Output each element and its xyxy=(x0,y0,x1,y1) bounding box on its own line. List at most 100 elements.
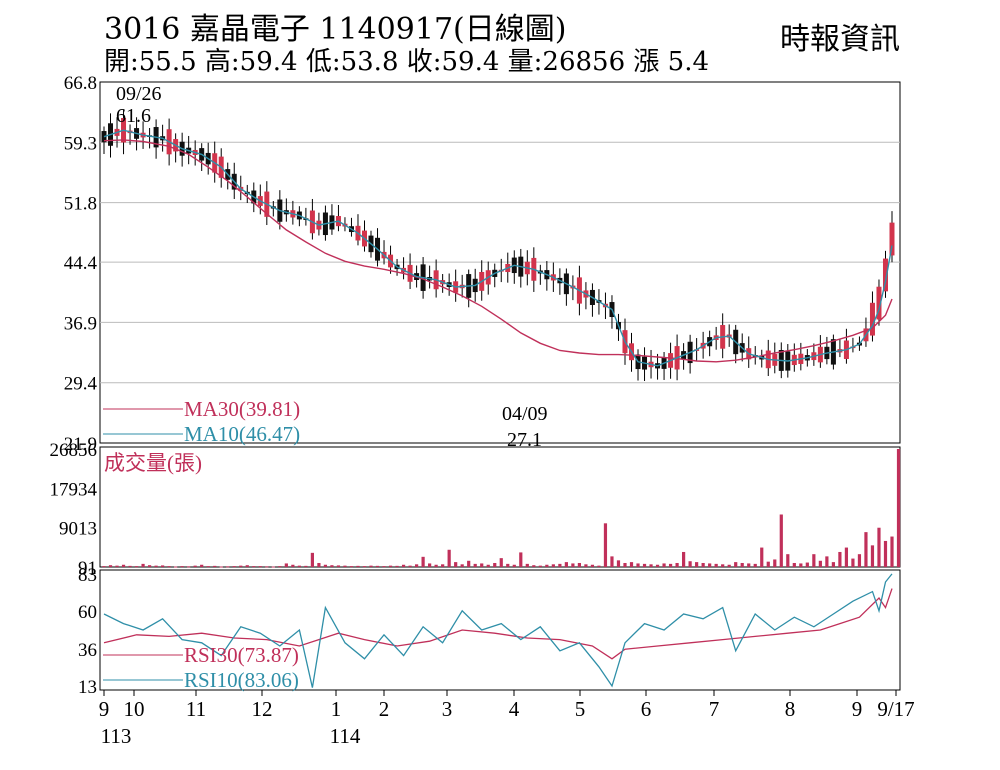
volume-bar xyxy=(147,565,152,567)
volume-bar xyxy=(388,565,393,567)
volume-bar xyxy=(655,564,660,567)
volume-tick-label: 91 xyxy=(78,558,97,579)
rsi-tick-label: 83 xyxy=(78,565,97,586)
annotation-low-date: 04/09 xyxy=(502,403,548,425)
month-tick-label: 9/17 xyxy=(877,697,914,721)
rsi-tick-label: 60 xyxy=(78,602,97,623)
ma30-line xyxy=(103,139,893,363)
volume-bar xyxy=(623,562,627,567)
annotation-high-date: 09/26 xyxy=(116,83,162,105)
price-tick-label: 44.4 xyxy=(64,253,98,274)
volume-bar xyxy=(610,556,614,567)
volume-bar xyxy=(812,554,816,567)
volume-bar xyxy=(551,564,555,567)
volume-bar xyxy=(662,563,666,567)
volume-bar xyxy=(265,566,269,568)
volume-bar xyxy=(460,564,464,567)
month-tick-label: 7 xyxy=(709,697,720,721)
volume-bar xyxy=(805,562,809,567)
ma10-line xyxy=(103,129,893,367)
volume-bar xyxy=(766,561,770,567)
volume-bar xyxy=(584,564,588,567)
month-tick-label: 3 xyxy=(442,697,453,721)
volume-bar xyxy=(636,563,640,567)
volume-bar xyxy=(708,563,712,567)
volume-bar xyxy=(682,551,686,567)
volume-bar xyxy=(577,562,582,567)
volume-bar xyxy=(467,560,471,567)
volume-bar xyxy=(857,554,862,567)
ma10-legend-label: MA10(46.47) xyxy=(184,422,300,446)
volume-bar xyxy=(167,566,171,568)
volume-title: 成交量(張) xyxy=(104,451,202,475)
volume-bar xyxy=(506,563,510,567)
volume-bar xyxy=(773,559,777,567)
volume-bar xyxy=(825,556,829,567)
month-tick-label: 11 xyxy=(186,697,206,721)
volume-bar xyxy=(486,564,490,567)
volume-bar xyxy=(603,523,608,567)
candles-group xyxy=(101,109,895,381)
volume-bar xyxy=(193,565,197,567)
price-tick-label: 21.9 xyxy=(64,434,97,455)
volume-bar xyxy=(454,562,458,567)
volume-bar xyxy=(818,560,822,567)
volume-bar xyxy=(545,564,549,567)
volume-bar xyxy=(304,565,308,567)
volume-bar xyxy=(310,552,314,567)
volume-bar xyxy=(278,566,282,568)
volume-bar xyxy=(760,547,764,567)
month-tick-label: 6 xyxy=(641,697,652,721)
volume-bar xyxy=(747,563,751,567)
volume-bar xyxy=(375,565,380,567)
volume-bar xyxy=(369,565,373,567)
month-tick-label: 12 xyxy=(252,697,273,721)
volume-bar xyxy=(343,565,347,567)
volume-bar xyxy=(115,565,119,567)
volume-bar xyxy=(844,547,849,567)
volume-bar xyxy=(174,566,178,568)
volume-bar xyxy=(786,554,790,567)
price-tick-label: 51.8 xyxy=(64,194,97,215)
candle-body xyxy=(882,258,888,292)
volume-bar xyxy=(336,565,341,567)
volume-bar xyxy=(590,564,595,567)
volume-bar xyxy=(121,564,126,567)
volume-bar xyxy=(434,564,438,567)
volume-bar xyxy=(851,558,855,567)
month-tick-label: 1 xyxy=(331,697,342,721)
volume-bar xyxy=(714,563,718,567)
volume-bars-group xyxy=(102,449,901,568)
volume-bar xyxy=(525,563,529,567)
volume-bar xyxy=(382,566,386,568)
volume-bar xyxy=(271,566,275,568)
volume-bar xyxy=(206,566,210,568)
rsi30-legend-label: RSI30(73.87) xyxy=(184,643,299,667)
volume-bar xyxy=(642,563,647,567)
volume-bar xyxy=(688,561,692,567)
volume-bar xyxy=(864,532,868,567)
price-tick-label: 59.3 xyxy=(64,133,97,154)
month-tick-label: 2 xyxy=(379,697,390,721)
volume-bar xyxy=(154,565,158,567)
volume-bar xyxy=(649,564,653,567)
volume-bar xyxy=(401,564,406,567)
source-label: 時報資訊 xyxy=(780,22,900,57)
volume-bar xyxy=(558,563,562,567)
volume-bar xyxy=(629,562,634,567)
candle-body xyxy=(869,302,875,336)
volume-bar xyxy=(330,565,334,567)
candle-body xyxy=(889,222,895,256)
volume-bar xyxy=(675,562,679,567)
volume-bar xyxy=(349,566,354,568)
volume-bar xyxy=(245,565,249,567)
volume-bar xyxy=(564,562,568,567)
volume-bar xyxy=(239,565,243,567)
rsi-tick-label: 36 xyxy=(78,640,97,661)
volume-bar xyxy=(108,565,113,567)
volume-bar xyxy=(571,563,575,567)
volume-bar xyxy=(252,566,256,568)
volume-bar xyxy=(727,564,731,567)
volume-bar xyxy=(102,566,106,568)
volume-bar xyxy=(362,566,367,568)
